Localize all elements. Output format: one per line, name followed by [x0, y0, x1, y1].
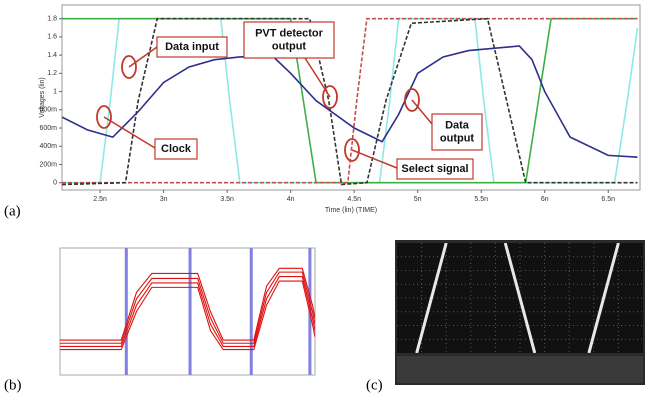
x-tick-label: 3n: [160, 196, 168, 203]
annotation-text: Data: [445, 119, 470, 131]
annotation-text: output: [272, 40, 307, 52]
x-tick-label: 2.5n: [93, 196, 107, 203]
y-tick-label: 1.2: [47, 70, 57, 77]
x-tick-label: 3.5n: [220, 196, 234, 203]
x-tick-label: 6.5n: [601, 196, 615, 203]
clock-pulse: [125, 248, 128, 375]
annotation-text: Select signal: [401, 163, 468, 175]
y-tick-label: 1.4: [47, 52, 57, 59]
y-tick-label: 600m: [39, 125, 57, 132]
y-tick-label: 0: [53, 180, 57, 187]
x-axis-label: Time (lin) (TIME): [325, 207, 377, 214]
annotation-text: Clock: [161, 143, 192, 155]
x-tick-label: 5n: [414, 196, 422, 203]
annotation-text: PVT detector: [255, 27, 324, 39]
figure: 2.5n 3n 3.5n 4n 4.5n 5n 5.5n 6n 6.5n 0 200m 400m 600…: [0, 0, 653, 403]
panel-label: (c): [366, 377, 383, 393]
scope-info-bar: [397, 356, 643, 383]
clock-pulse: [250, 248, 253, 375]
y-tick-label: 1: [53, 88, 57, 95]
annotation-text: output: [440, 132, 475, 144]
x-tick-label: 6n: [541, 196, 549, 203]
panel-label: (a): [4, 203, 21, 219]
annotation-text: Data input: [165, 41, 219, 53]
x-tick-label: 4.5n: [347, 196, 361, 203]
plot-area-a: [62, 5, 640, 190]
x-tick-label: 4n: [287, 196, 295, 203]
x-tick-label: 5.5n: [474, 196, 488, 203]
y-axis-label: Voltages (lin): [39, 77, 46, 117]
y-tick-label: 1.8: [47, 16, 57, 23]
panel-label: (b): [4, 377, 22, 393]
y-tick-label: 400m: [39, 143, 57, 150]
y-tick-label: 1.6: [47, 34, 57, 41]
plot-area-b: [60, 248, 315, 375]
clock-pulse: [189, 248, 192, 375]
y-tick-label: 200m: [39, 161, 57, 168]
